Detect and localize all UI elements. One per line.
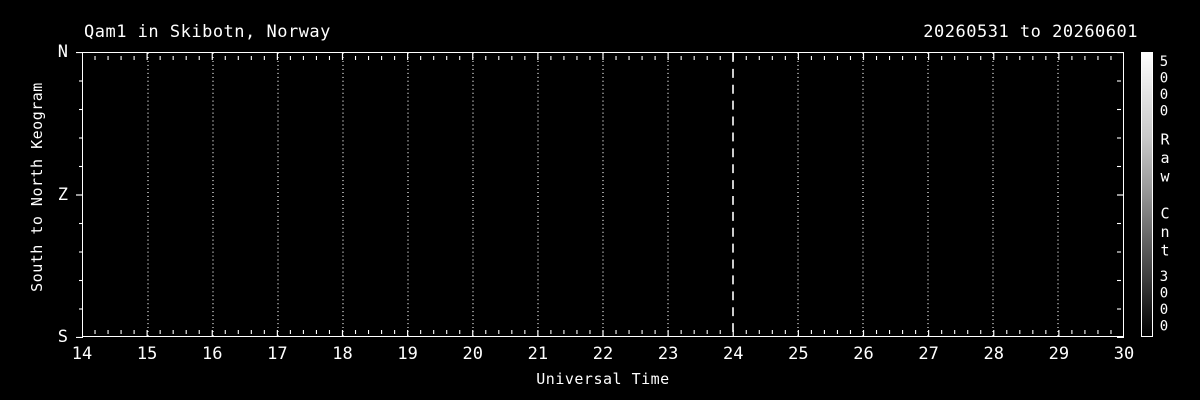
x-tick-label: 27 xyxy=(918,344,939,364)
x-tick-label: 19 xyxy=(397,344,418,364)
x-tick-label: 25 xyxy=(788,344,809,364)
x-tick-label: 26 xyxy=(853,344,874,364)
y-tick-label: N xyxy=(57,42,68,62)
plot-frame xyxy=(82,52,1124,337)
x-tick-label: 22 xyxy=(592,344,614,364)
x-tick-label: 14 xyxy=(71,344,93,364)
colorbar-gradient xyxy=(1141,52,1153,337)
x-tick-label: 23 xyxy=(657,344,679,364)
keogram-image-area xyxy=(83,53,1123,336)
x-tick-label: 17 xyxy=(267,344,288,364)
x-tick-label: 21 xyxy=(527,344,549,364)
x-tick-label: 30 xyxy=(1113,344,1135,364)
x-tick-label: 29 xyxy=(1048,344,1070,364)
x-tick-label: 16 xyxy=(202,344,223,364)
x-tick-label: 28 xyxy=(983,344,1004,364)
x-tick-label: 24 xyxy=(723,344,744,364)
colorbar-min-label: 3000 xyxy=(1156,269,1172,335)
y-tick-label: S xyxy=(57,327,68,347)
x-tick-label: 20 xyxy=(462,344,483,364)
x-axis-title: Universal Time xyxy=(536,370,670,388)
x-tick-label: 18 xyxy=(332,344,353,364)
y-tick-label: Z xyxy=(57,184,68,205)
y-axis-title: South to North Keogram xyxy=(28,82,46,292)
date-range-title: 20260531 to 20260601 xyxy=(923,22,1138,42)
plot-title: Qam1 in Skibotn, Norway xyxy=(84,22,331,42)
colorbar-max-label: 5000 xyxy=(1156,54,1172,120)
colorbar-title: Raw Cnt xyxy=(1156,129,1174,260)
colorbar: 5000 Raw Cnt 3000 xyxy=(1141,52,1174,337)
x-tick-label: 15 xyxy=(136,344,158,364)
